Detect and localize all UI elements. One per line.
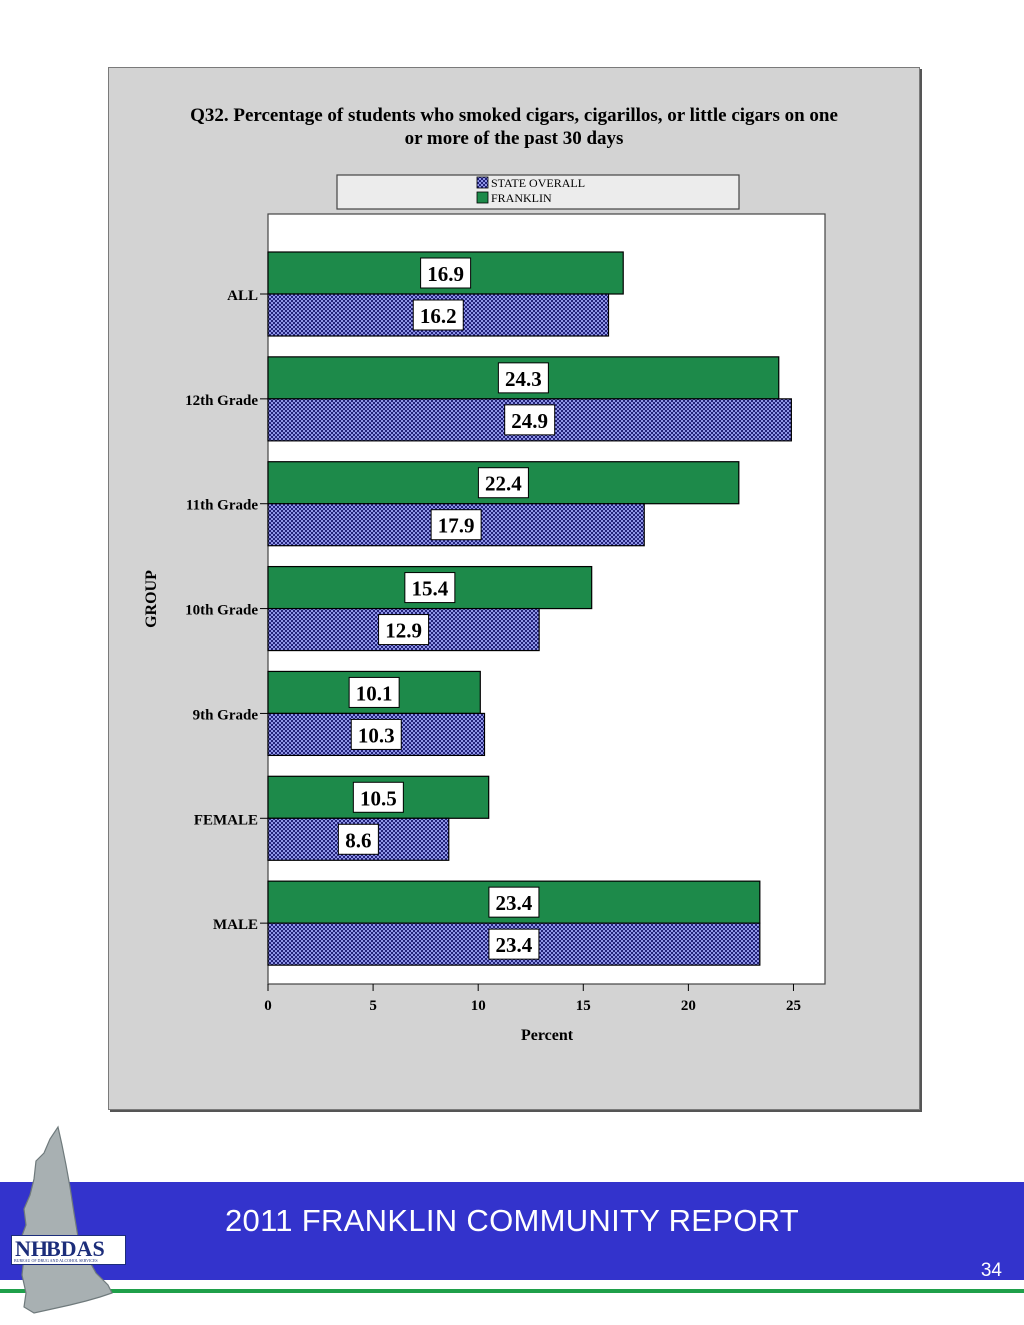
x-tick-label-0: 0 <box>264 998 272 1014</box>
data-label-franklin-9th-grade: 10.1 <box>356 681 393 705</box>
axis-layer: ALL 12th Grade 11th Grade 10th Grade 9th Gra… <box>185 288 801 1014</box>
chart-title-line2: or more of the past 30 days <box>405 128 624 149</box>
data-label-state-overall-male: 23.4 <box>496 933 533 957</box>
x-tick-label-15: 15 <box>576 998 591 1014</box>
data-label-box-state-overall-male <box>488 928 540 960</box>
data-label-franklin-male: 23.4 <box>496 891 533 915</box>
y-tick-label-11th-grade: 11th Grade <box>186 498 258 514</box>
data-label-box-state-overall-9th-grade <box>350 718 402 750</box>
data-label-box-franklin-male <box>488 886 540 918</box>
bars-layer: 16.9 16.2 24.3 24.9 22.4 17.9 15.4 12.9 10.1 10.3… <box>267 251 792 966</box>
y-tick-label-female: FEMALE <box>194 812 258 828</box>
data-label-box-state-overall-10th-grade <box>378 614 430 646</box>
nhbdas-logo: NH BDAS BUREAU OF DRUG AND ALCOHOL SERVI… <box>11 1235 126 1265</box>
page-number: 34 <box>980 1260 1002 1281</box>
x-tick-label-20: 20 <box>681 998 696 1014</box>
data-label-state-overall-9th-grade: 10.3 <box>358 723 395 747</box>
data-label-box-state-overall-female <box>337 823 379 855</box>
y-tick-label-9th-grade: 9th Grade <box>193 707 259 723</box>
data-label-state-overall-11th-grade: 17.9 <box>438 514 475 538</box>
data-label-box-franklin-all <box>420 257 472 289</box>
data-label-state-overall-all: 16.2 <box>420 304 457 328</box>
logo-text-nh: NH <box>15 1236 48 1261</box>
y-tick-label-12th-grade: 12th Grade <box>185 393 258 409</box>
x-tick-label-25: 25 <box>786 998 801 1014</box>
logo-text-bdas: BDAS <box>46 1236 105 1261</box>
y-axis-title: GROUP <box>143 570 160 628</box>
legend: STATE OVERALL FRANKLIN <box>336 174 740 210</box>
data-label-franklin-all: 16.9 <box>427 262 464 286</box>
footer-rule-green <box>0 1289 1024 1293</box>
footer-report-title: 2011 FRANKLIN COMMUNITY REPORT <box>224 1203 799 1238</box>
footer-band <box>0 1182 1024 1280</box>
data-label-franklin-11th-grade: 22.4 <box>485 472 522 496</box>
x-axis-title: Percent <box>521 1027 574 1044</box>
data-label-franklin-female: 10.5 <box>360 786 397 810</box>
chart-svg: Q32. Percentage of students who smoked c… <box>143 105 838 1044</box>
data-label-box-franklin-female <box>352 781 404 813</box>
logo-subtitle: BUREAU OF DRUG AND ALCOHOL SERVICES <box>14 1258 98 1263</box>
legend-label-state-overall: STATE OVERALL <box>491 176 585 190</box>
footer-rule-white <box>0 1280 1024 1289</box>
x-tick-label-5: 5 <box>369 998 377 1014</box>
data-label-box-franklin-9th-grade <box>348 676 400 708</box>
legend-swatch-state-overall <box>476 176 489 189</box>
nh-state-silhouette-icon <box>19 1125 113 1314</box>
chart-title-line1: Q32. Percentage of students who smoked c… <box>190 105 838 126</box>
data-label-state-overall-female: 8.6 <box>345 828 371 852</box>
data-label-state-overall-10th-grade: 12.9 <box>385 619 422 643</box>
data-label-state-overall-12th-grade: 24.9 <box>511 409 548 433</box>
data-label-box-franklin-11th-grade <box>477 467 529 499</box>
data-label-box-state-overall-11th-grade <box>430 509 482 541</box>
data-label-box-state-overall-all <box>412 299 464 331</box>
legend-box <box>336 174 740 210</box>
chart-frame: Q32. Percentage of students who smoked c… <box>108 67 920 1110</box>
y-tick-label-10th-grade: 10th Grade <box>185 603 258 619</box>
y-tick-label-male: MALE <box>213 917 258 933</box>
x-tick-label-10: 10 <box>471 998 486 1014</box>
data-label-box-state-overall-12th-grade <box>504 404 556 436</box>
legend-label-franklin: FRANKLIN <box>491 191 552 205</box>
data-label-box-franklin-10th-grade <box>404 572 456 604</box>
data-label-franklin-12th-grade: 24.3 <box>505 367 542 391</box>
legend-swatch-franklin <box>476 191 489 204</box>
y-tick-label-all: ALL <box>227 288 258 304</box>
data-label-franklin-10th-grade: 15.4 <box>411 577 448 601</box>
data-label-box-franklin-12th-grade <box>497 362 549 394</box>
